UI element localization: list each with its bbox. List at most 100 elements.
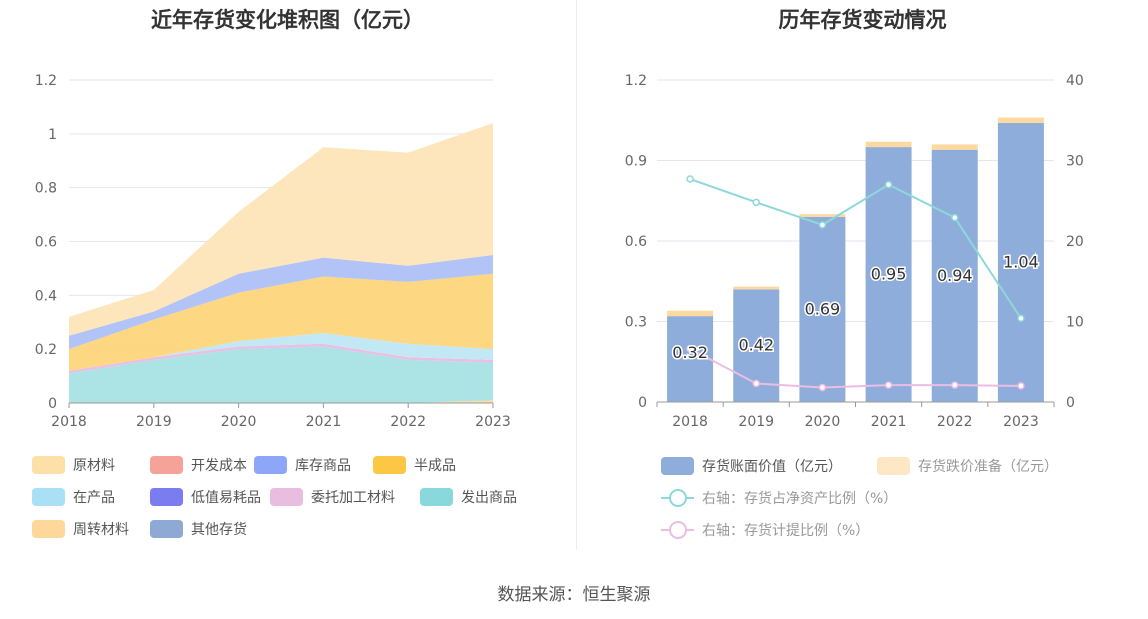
area-原材料 xyxy=(69,123,493,336)
legend-item[interactable]: 委托加工材料 xyxy=(270,487,395,507)
line-point xyxy=(818,221,827,229)
left-chart-title: 近年存货变化堆积图（亿元） xyxy=(151,8,424,32)
legend-label: 存货跌价准备（亿元） xyxy=(918,459,1058,475)
left-y-tick-label: 1 xyxy=(48,127,57,143)
legend-swatch xyxy=(254,456,287,474)
legend-label: 其他存货 xyxy=(191,522,247,538)
legend-label: 存货账面价值（亿元） xyxy=(702,459,842,475)
legend-item[interactable]: 在产品 xyxy=(32,487,115,507)
legend-label: 原材料 xyxy=(73,458,115,474)
right-y2-tick-label: 40 xyxy=(1066,73,1084,89)
line-point xyxy=(1017,382,1025,390)
line-point xyxy=(884,381,893,389)
area-在产品 xyxy=(69,333,493,371)
bar-impairment xyxy=(865,141,912,148)
legend-swatch xyxy=(150,456,183,474)
bar-data-label: 0.32 xyxy=(672,343,708,362)
line-point xyxy=(686,345,694,353)
legend-item[interactable]: 周转材料 xyxy=(32,519,129,539)
legend-swatch xyxy=(420,488,453,506)
legend-item[interactable]: 半成品 xyxy=(373,455,456,475)
legend-item[interactable]: 开发成本 xyxy=(150,455,247,475)
line-point xyxy=(951,213,959,222)
legend-label: 发出商品 xyxy=(461,490,517,506)
legend-item[interactable]: 右轴：存货计提比例（%） xyxy=(661,520,869,540)
legend-swatch xyxy=(877,457,910,475)
left-x-tick-label: 2020 xyxy=(221,414,257,430)
bar-impairment xyxy=(997,117,1044,123)
legend-label: 在产品 xyxy=(73,490,115,506)
right-x-tick-label: 2021 xyxy=(871,414,907,430)
bar-line-combo-chart: 0 0.3 0.6 0.9 1.2 0 10 20 30 40 0.32 0.42 0.69 0.95 0.… xyxy=(625,73,1084,430)
area-发出商品 xyxy=(69,346,493,403)
left-chart-panel: 近年存货变化堆积图（亿元） 0 0.2 0.4 0.6 0.8 1 1.2 2018 2019 2… xyxy=(0,0,575,550)
right-y-tick-label: 0.3 xyxy=(625,315,647,331)
left-x-tick-label: 2022 xyxy=(390,414,426,430)
left-y-tick-label: 0.2 xyxy=(35,342,57,358)
legend-swatch xyxy=(373,456,406,474)
left-x-tick-label: 2019 xyxy=(136,414,172,430)
legend-swatch xyxy=(150,520,183,538)
data-source: 数据来源：恒生聚源 xyxy=(497,585,651,605)
bar-book-value xyxy=(799,216,846,402)
left-x-tick-label: 2021 xyxy=(306,414,342,430)
area-半成品 xyxy=(69,273,493,371)
line-point xyxy=(818,383,827,392)
right-y-tick-label: 0 xyxy=(638,395,647,411)
bar-data-label: 0.95 xyxy=(871,265,907,284)
legend-swatch xyxy=(661,457,694,475)
line-point xyxy=(752,198,760,207)
legend-item[interactable]: 存货账面价值（亿元） xyxy=(661,456,842,476)
legend-swatch xyxy=(661,521,694,539)
legend-item[interactable]: 库存商品 xyxy=(254,455,351,475)
legend-item[interactable]: 原材料 xyxy=(32,455,115,475)
bar-book-value xyxy=(865,147,912,402)
right-y2-tick-label: 0 xyxy=(1066,395,1075,411)
bar-impairment xyxy=(667,310,714,317)
bar-data-label: 0.69 xyxy=(805,299,841,318)
right-y2-tick-label: 10 xyxy=(1066,315,1084,331)
bar-impairment xyxy=(931,144,978,150)
legend-label: 开发成本 xyxy=(191,458,247,474)
line-point xyxy=(951,381,959,389)
left-y-tick-label: 1.2 xyxy=(35,73,57,89)
right-chart-title: 历年存货变动情况 xyxy=(778,8,947,32)
right-y2-tick-label: 30 xyxy=(1066,154,1084,170)
line-point xyxy=(752,379,760,388)
bar-impairment xyxy=(799,214,846,217)
legend-item[interactable]: 其他存货 xyxy=(150,519,247,539)
legend-label: 周转材料 xyxy=(73,522,129,538)
area-库存商品 xyxy=(69,254,493,350)
left-x-tick-label: 2018 xyxy=(51,414,87,430)
right-y-tick-label: 0.9 xyxy=(625,154,647,170)
area-委托加工材料 xyxy=(69,343,493,374)
left-y-tick-label: 0.4 xyxy=(35,288,57,304)
legend-label: 库存商品 xyxy=(295,458,351,474)
legend-item[interactable]: 右轴：存货占净资产比例（%） xyxy=(661,488,897,508)
bar-data-label: 0.42 xyxy=(738,336,774,355)
legend-swatch xyxy=(32,488,65,506)
panel-divider xyxy=(576,0,577,550)
left-x-tick-label: 2023 xyxy=(475,414,511,430)
legend-label: 委托加工材料 xyxy=(311,490,395,506)
bar-book-value xyxy=(667,316,714,402)
line-point xyxy=(686,175,694,183)
legend-label: 低值易耗品 xyxy=(191,490,261,506)
right-chart-panel: 历年存货变动情况 0 0.3 0.6 0.9 1.2 0 10 20 30 40 0.32 0.42 0… xyxy=(577,0,1148,550)
legend-item[interactable]: 低值易耗品 xyxy=(150,487,261,507)
right-x-tick-label: 2018 xyxy=(672,414,708,430)
legend-item[interactable]: 存货跌价准备（亿元） xyxy=(877,456,1058,476)
bar-book-value xyxy=(931,149,978,402)
line-右轴：存货占净资产比例（%） xyxy=(689,178,1022,319)
right-x-tick-label: 2023 xyxy=(1003,414,1039,430)
legend-label: 半成品 xyxy=(414,458,456,474)
legend-label: 右轴：存货计提比例（%） xyxy=(702,523,870,539)
right-y-tick-label: 0.6 xyxy=(625,234,647,250)
bar-impairment xyxy=(733,286,780,290)
right-x-tick-label: 2020 xyxy=(805,414,841,430)
legend-label: 右轴：存货占净资产比例（%） xyxy=(702,491,898,507)
line-右轴：存货计提比例（%） xyxy=(689,347,1021,389)
legend-item[interactable]: 发出商品 xyxy=(420,487,517,507)
stacked-area-chart: 0 0.2 0.4 0.6 0.8 1 1.2 2018 2019 2020 2021 2022 202… xyxy=(35,73,511,430)
right-y-tick-label: 1.2 xyxy=(625,73,647,89)
